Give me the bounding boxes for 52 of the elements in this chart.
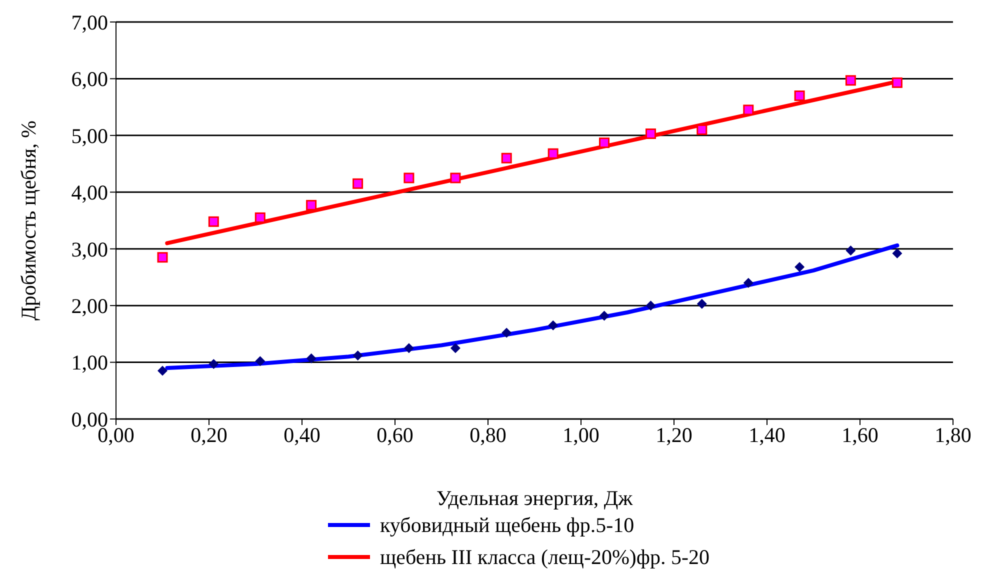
point bbox=[646, 300, 656, 311]
point bbox=[599, 310, 610, 321]
y-tick-label: 2,00 bbox=[71, 294, 108, 318]
point bbox=[845, 75, 856, 86]
point bbox=[548, 320, 558, 330]
legend-label: кубовидный щебень фр.5-10 bbox=[380, 512, 634, 538]
point bbox=[892, 77, 902, 88]
point bbox=[743, 104, 754, 116]
point bbox=[306, 353, 316, 364]
y-tick-label: 5,00 bbox=[71, 124, 108, 148]
point bbox=[502, 328, 512, 338]
x-tick-label: 0,20 bbox=[190, 422, 228, 447]
y-tick-label: 6,00 bbox=[71, 67, 108, 92]
point bbox=[743, 278, 754, 288]
point bbox=[255, 356, 266, 366]
y-tick-label: 7,00 bbox=[71, 10, 108, 34]
legend-label: щебень III класса (лещ-20%)фр. 5-20 bbox=[380, 544, 710, 570]
point bbox=[450, 343, 460, 354]
point bbox=[450, 172, 461, 184]
x-tick-label: 1,20 bbox=[656, 422, 692, 447]
point bbox=[794, 90, 805, 101]
point bbox=[696, 298, 707, 309]
x-tick-label: 1,40 bbox=[748, 422, 786, 447]
x-tick-label: 1,60 bbox=[842, 422, 878, 447]
y-tick-label: 4,00 bbox=[71, 180, 108, 205]
x-tick-label: 1,00 bbox=[562, 422, 600, 447]
point bbox=[208, 358, 219, 369]
point bbox=[352, 178, 364, 189]
point bbox=[306, 200, 317, 210]
point bbox=[794, 262, 805, 272]
point bbox=[846, 246, 856, 256]
y-tick-label: 3,00 bbox=[71, 237, 108, 262]
y-axis-title: Дробимость щебня, % bbox=[16, 120, 40, 320]
point bbox=[501, 152, 512, 164]
point bbox=[404, 172, 414, 184]
x-tick-label: 0,80 bbox=[470, 422, 506, 447]
x-tick-label: 0,40 bbox=[284, 422, 320, 447]
point bbox=[158, 366, 168, 376]
x-tick-label: 0,60 bbox=[376, 422, 414, 447]
point bbox=[157, 252, 168, 263]
y-tick-label: 1,00 bbox=[71, 350, 108, 375]
point bbox=[208, 216, 219, 227]
point bbox=[892, 248, 902, 258]
point bbox=[404, 343, 414, 354]
point bbox=[646, 128, 656, 139]
point bbox=[548, 148, 558, 159]
point bbox=[696, 124, 708, 136]
point bbox=[352, 350, 363, 360]
x-axis-title: Удельная энергия, Дж bbox=[436, 486, 634, 510]
point bbox=[254, 212, 266, 223]
x-tick-label: 1,80 bbox=[934, 422, 972, 447]
point bbox=[599, 138, 610, 148]
